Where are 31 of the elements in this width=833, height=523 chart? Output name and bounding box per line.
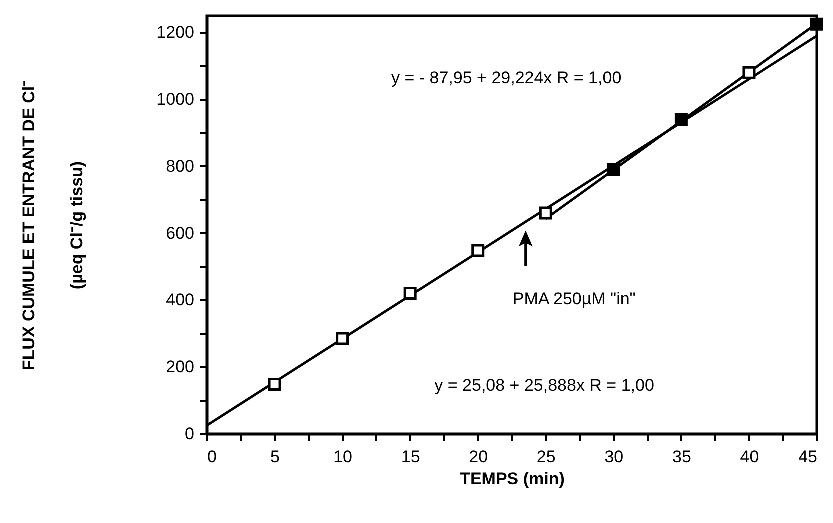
x-tick-label: 35	[672, 448, 692, 466]
annotation: y = 25,08 + 25,888x R = 1,00	[434, 376, 654, 395]
y-tick-label: 200	[166, 358, 194, 377]
point	[742, 66, 756, 80]
point	[268, 378, 282, 392]
y-tick-label: 600	[166, 224, 194, 243]
point	[539, 206, 552, 220]
point	[607, 163, 620, 176]
point	[336, 332, 350, 346]
point	[472, 244, 485, 258]
y-tick-label: 1000	[156, 90, 194, 110]
x-tick-label: 15	[401, 448, 420, 466]
x-tick-label: 25	[536, 448, 556, 466]
x-tick-label: 40	[740, 448, 760, 466]
x-axis-title: TEMPS (min)	[460, 470, 565, 488]
x-tick-label: 0	[208, 448, 217, 466]
x-tick-label: 10	[334, 448, 353, 466]
annotation: PMA 250µM "in"	[512, 290, 636, 309]
point	[810, 18, 824, 31]
point	[404, 287, 417, 300]
annotation: y = - 87,95 + 29,224x R = 1,00	[392, 68, 622, 88]
x-tick-label: 45	[798, 448, 818, 466]
text: FLUX CUMULE ET ENTRANT DE Cl⁻ (µeq Cl⁻/g tissu)	[20, 80, 87, 371]
x-tick-label: 20	[469, 448, 488, 466]
x-tick-label: 30	[604, 448, 624, 466]
y-tick-label: 800	[166, 156, 194, 176]
y-tick-label: 0	[185, 424, 194, 444]
y-tick-label: 400	[166, 290, 194, 310]
y-tick-label: 1200	[156, 23, 194, 42]
x-tick-label: 5	[270, 448, 280, 466]
point	[674, 113, 688, 126]
